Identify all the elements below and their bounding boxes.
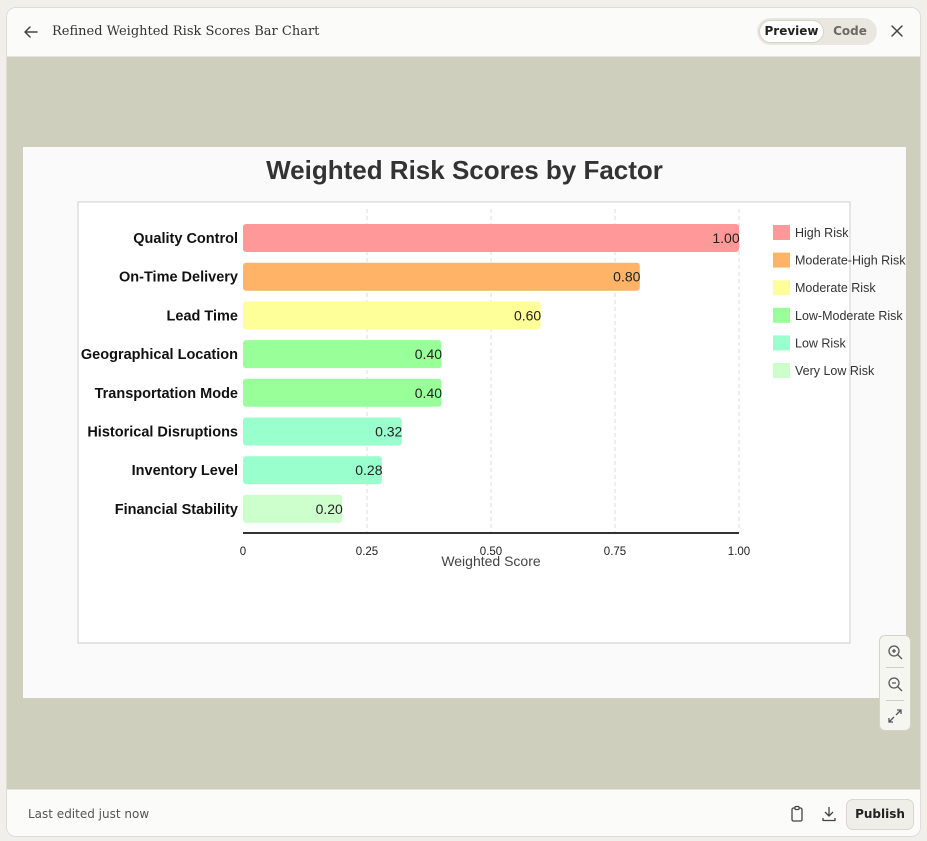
fit-screen-button[interactable] <box>880 701 910 731</box>
legend-swatch <box>773 280 790 296</box>
category-label: Lead Time <box>167 308 238 324</box>
x-axis-label: Weighted Score <box>441 553 541 569</box>
preview-tab[interactable]: Preview <box>760 21 823 42</box>
category-label: Financial Stability <box>115 502 238 518</box>
close-icon <box>891 25 903 37</box>
category-label: Inventory Level <box>132 463 238 479</box>
close-button[interactable] <box>887 21 907 41</box>
value-label: 0.60 <box>514 307 541 323</box>
zoom-in-button[interactable] <box>880 637 910 667</box>
download-button[interactable] <box>819 804 839 824</box>
category-label: Historical Disruptions <box>87 425 238 441</box>
back-arrow-icon[interactable] <box>21 22 41 42</box>
x-tick-label: 0 <box>240 546 246 558</box>
zoom-controls <box>879 635 911 731</box>
category-label: Geographical Location <box>81 347 238 363</box>
legend-swatch <box>773 307 790 323</box>
zoom-out-button[interactable] <box>880 669 910 699</box>
value-label: 0.80 <box>613 269 640 285</box>
bar <box>243 456 382 485</box>
preview-canvas: Weighted Risk Scores by Factor Quality C… <box>7 57 920 789</box>
value-label: 0.32 <box>375 424 402 440</box>
x-tick-label: 0.50 <box>480 546 502 558</box>
expand-icon <box>888 709 902 723</box>
document-title: Refined Weighted Risk Scores Bar Chart <box>52 24 320 39</box>
legend-swatch <box>773 225 790 240</box>
chart-panel: Weighted Risk Scores by Factor Quality C… <box>23 147 906 698</box>
bar <box>243 301 541 330</box>
legend-swatch <box>773 335 790 351</box>
bar <box>243 340 442 369</box>
clipboard-icon <box>791 805 803 822</box>
chart-title: Weighted Risk Scores by Factor <box>266 155 663 185</box>
value-label: 0.20 <box>316 501 343 517</box>
last-edited-status: Last edited just now <box>28 807 150 821</box>
legend-label: Low-Moderate Risk <box>795 309 903 323</box>
category-label: On-Time Delivery <box>119 270 238 286</box>
legend-label: Moderate Risk <box>795 281 876 295</box>
legend-label: Low Risk <box>795 336 846 350</box>
code-tab[interactable]: Code <box>833 24 867 38</box>
top-bar: Refined Weighted Risk Scores Bar Chart P… <box>7 8 920 57</box>
legend-swatch <box>773 363 790 378</box>
download-icon <box>822 807 836 822</box>
value-label: 1.00 <box>712 230 739 246</box>
bar-chart: Quality Control On-Time Delivery Lead Time… <box>77 201 906 644</box>
legend-label: High Risk <box>795 226 849 240</box>
category-label: Transportation Mode <box>95 386 238 402</box>
view-toggle: Preview Code <box>757 18 877 45</box>
zoom-out-icon <box>888 677 903 692</box>
bar <box>243 262 640 291</box>
bar <box>243 494 343 523</box>
legend-swatch <box>773 252 790 268</box>
bar <box>243 224 739 252</box>
bar <box>243 378 442 407</box>
footer-bar: Last edited just now Publish <box>7 789 920 836</box>
category-label: Quality Control <box>133 231 238 247</box>
app-window: Refined Weighted Risk Scores Bar Chart P… <box>6 7 921 837</box>
bar <box>243 417 402 446</box>
zoom-in-icon <box>888 645 903 660</box>
legend-label: Moderate-High Risk <box>795 254 906 268</box>
copy-button[interactable] <box>787 804 807 824</box>
value-label: 0.40 <box>415 346 442 362</box>
publish-button[interactable]: Publish <box>846 799 914 830</box>
legend-label: Very Low Risk <box>795 364 875 378</box>
x-tick-label: 0.75 <box>604 546 626 558</box>
value-label: 0.28 <box>355 462 382 478</box>
x-tick-label: 0.25 <box>356 546 378 558</box>
value-label: 0.40 <box>415 385 442 401</box>
x-tick-label: 1.00 <box>728 546 750 558</box>
